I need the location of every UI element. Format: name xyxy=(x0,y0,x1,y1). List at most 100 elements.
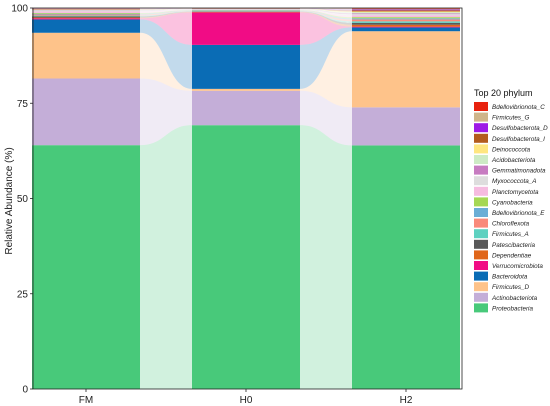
flow-proteobacteria-fm-to-h0 xyxy=(140,125,192,390)
legend-swatch xyxy=(474,229,488,239)
bar-segment-fm-patescibacteria xyxy=(32,16,140,18)
legend-label: Bdellovibrionota_E xyxy=(492,210,545,217)
flow-firmicutes-d-fm-to-h0 xyxy=(140,32,192,91)
bar-segment-h2-patescibacteria xyxy=(352,22,460,25)
bar-segment-fm-chloroflexota xyxy=(32,14,140,16)
legend-swatch xyxy=(474,261,488,270)
legend-label: Chloroflexota xyxy=(492,221,530,228)
bar-segment-h2-dependentiae xyxy=(352,24,460,27)
flow-dependentiae-fm-to-h0 xyxy=(140,12,192,19)
flow-firmicutes-d-h0-to-h2 xyxy=(300,31,352,108)
bar-segment-fm-verrucomicrobiota xyxy=(32,18,140,20)
bar-segment-h2-chloroflexota xyxy=(352,19,460,22)
y-tick-label: 50 xyxy=(17,194,29,205)
legend-swatch xyxy=(474,282,488,292)
bar-segment-h2-bdellovibrionota-e xyxy=(352,18,460,20)
flow-desulfobacterota-d-fm-to-h0 xyxy=(140,8,192,10)
y-tick-label: 100 xyxy=(11,4,28,15)
legend-label: Bacteroidota xyxy=(492,274,528,281)
legend-swatch xyxy=(474,239,488,249)
flow-gemmatimonadota-fm-to-h0 xyxy=(140,9,192,11)
legend-swatch xyxy=(474,186,488,196)
flow-myxococcota-a-fm-to-h0 xyxy=(140,9,192,12)
flow-deinococcota-h0-to-h2 xyxy=(300,8,352,13)
y-tick-label: 0 xyxy=(22,385,28,396)
x-tick-label: FM xyxy=(79,395,93,406)
legend-label: Deinococcota xyxy=(492,146,531,153)
bar-segment-fm-myxococcota-a xyxy=(32,10,140,12)
flow-myxococcota-a-h0-to-h2 xyxy=(300,9,352,16)
flow-firmicutes-a-fm-to-h0 xyxy=(140,11,192,17)
alluvial-flows xyxy=(140,8,352,390)
legend-swatch xyxy=(474,208,488,217)
bar-segment-fm-bdellovibrionota-e xyxy=(32,13,140,15)
bar-segment-h0-actinobacteriota xyxy=(192,90,300,126)
legend-label: Planctomycetota xyxy=(492,189,539,196)
bar-segment-fm-cyanobacteria xyxy=(32,12,140,14)
legend-label: Desulfobacterota_I xyxy=(492,136,545,143)
legend-swatch xyxy=(474,303,488,313)
bar-segment-h2-acidobacteriota xyxy=(352,12,460,14)
legend-swatch xyxy=(474,176,488,186)
bar-segment-h2-bacteroidota xyxy=(352,27,460,32)
bar-segment-h2-desulfobacterota-d xyxy=(352,9,460,11)
bar-segment-h2-firmicutes-g xyxy=(352,8,460,10)
flow-acidobacteriota-fm-to-h0 xyxy=(140,8,192,11)
bar-segment-h0-firmicutes-d xyxy=(192,88,300,91)
flow-firmicutes-a-h0-to-h2 xyxy=(300,11,352,23)
legend-label: Gemmatimonadota xyxy=(492,168,546,175)
flow-chloroflexota-h0-to-h2 xyxy=(300,10,352,22)
legend-label: Firmicutes_D xyxy=(492,284,530,291)
legend-swatch xyxy=(474,250,488,260)
flow-dependentiae-h0-to-h2 xyxy=(300,12,352,27)
flow-desulfobacterota-d-h0-to-h2 xyxy=(300,8,352,11)
legend-swatch xyxy=(474,292,488,302)
bar-segment-h2-verrucomicrobiota xyxy=(352,26,460,28)
legend-label: Acidobacteriota xyxy=(491,157,536,164)
flow-bacteroidota-fm-to-h0 xyxy=(140,19,192,89)
legend-swatch xyxy=(474,155,488,164)
legend-swatch xyxy=(474,133,488,143)
flow-planctomycetota-fm-to-h0 xyxy=(140,9,192,13)
legend-swatch xyxy=(474,218,488,228)
legend-label: Firmicutes_G xyxy=(492,115,530,122)
legend-title: Top 20 phylum xyxy=(474,88,533,98)
flow-firmicutes-g-h0-to-h2 xyxy=(300,8,352,10)
bar-segment-h0-bacteroidota xyxy=(192,44,300,89)
bar-segment-h2-myxococcota-a xyxy=(352,14,460,16)
flow-bdellovibrionota-e-h0-to-h2 xyxy=(300,10,352,20)
flow-bacteroidota-h0-to-h2 xyxy=(300,27,352,89)
legend-label: Myxococcota_A xyxy=(492,178,536,185)
bar-segment-h2-proteobacteria xyxy=(352,145,460,389)
x-tick-label: H2 xyxy=(400,395,413,406)
axes: 0 25 50 75 100 FM H0 H2 xyxy=(11,4,463,406)
y-axis-label: Relative Abundance (%) xyxy=(4,147,15,254)
bar-segment-fm-planctomycetota xyxy=(32,11,140,13)
bar-segment-fm-actinobacteriota xyxy=(32,78,140,146)
bar-segment-h0-verrucomicrobiota xyxy=(192,12,300,45)
legend-swatch xyxy=(474,112,488,122)
x-tick-label: H0 xyxy=(240,395,253,406)
legend-swatch xyxy=(474,102,488,111)
flow-actinobacteriota-h0-to-h2 xyxy=(300,90,352,146)
y-tick-label: 25 xyxy=(17,289,29,300)
flow-patescibacteria-h0-to-h2 xyxy=(300,11,352,25)
bar-stacks xyxy=(32,8,460,390)
bar-segment-h2-firmicutes-a xyxy=(352,21,460,23)
bar-segment-fm-dependentiae xyxy=(32,17,140,19)
bar-segment-fm-bacteroidota xyxy=(32,19,140,33)
flow-gemmatimonadota-h0-to-h2 xyxy=(300,9,352,15)
flow-bdellovibrionota-e-fm-to-h0 xyxy=(140,10,192,15)
bar-segment-fm-firmicutes-a xyxy=(32,15,140,17)
bar-segment-h2-deinococcota xyxy=(352,11,460,13)
legend-label: Verrucomicrobiota xyxy=(492,263,543,270)
bar-segment-fm-proteobacteria xyxy=(32,145,140,389)
bar-segment-h2-actinobacteriota xyxy=(352,107,460,146)
legend-label: Patescibacteria xyxy=(492,242,536,249)
y-tick-label: 75 xyxy=(17,99,29,110)
legend-swatch xyxy=(474,197,488,207)
legend-label: Dependentiae xyxy=(492,252,532,259)
legend: Bdellovibrionota_C Firmicutes_G Desulfobac… xyxy=(474,102,548,313)
bar-segment-h2-desulfobacterota-i xyxy=(352,10,460,12)
